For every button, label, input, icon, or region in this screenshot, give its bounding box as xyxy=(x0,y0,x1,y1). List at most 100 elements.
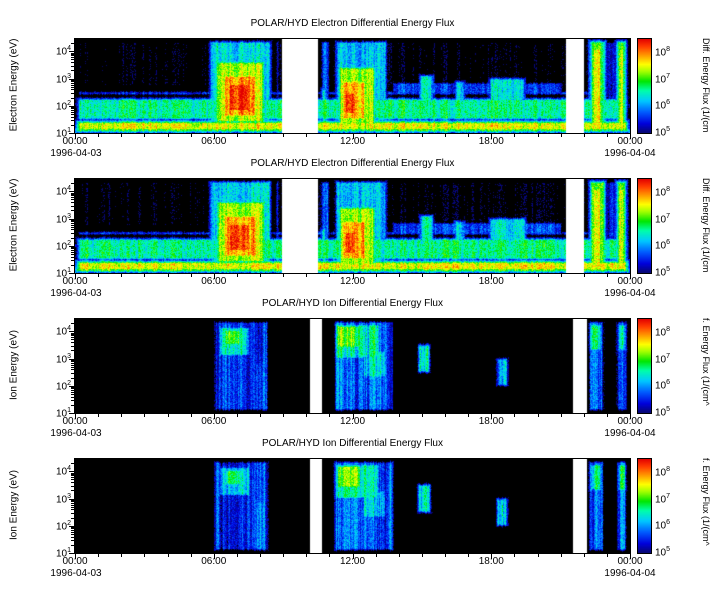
colorbar-tick-label: 108 xyxy=(655,326,671,339)
x-tick-mark xyxy=(422,134,423,137)
y-axis-label: Electron Energy (eV) xyxy=(8,38,20,132)
x-tick-mark xyxy=(399,274,400,277)
colorbar-tick-label: 106 xyxy=(655,519,671,532)
y-tick-label: 101 xyxy=(55,127,71,140)
x-tick-mark xyxy=(75,414,76,419)
x-tick-label: 12:00 xyxy=(339,556,366,567)
x-tick-mark xyxy=(376,274,377,277)
x-tick-mark xyxy=(98,134,99,137)
x-tick-mark xyxy=(144,414,145,417)
x-tick-mark xyxy=(491,134,492,139)
x-tick-mark xyxy=(329,554,330,557)
x-tick-mark xyxy=(260,414,261,417)
x-tick-mark xyxy=(144,134,145,137)
x-tick-mark xyxy=(445,554,446,557)
date-left-label: 1996-04-03 xyxy=(50,288,102,299)
x-tick-mark xyxy=(168,274,169,277)
x-tick-mark xyxy=(376,134,377,137)
plot-area xyxy=(74,458,631,554)
colorbar-tick-label: 108 xyxy=(655,466,671,479)
x-tick-mark xyxy=(514,554,515,557)
y-axis-label: Electron Energy (eV) xyxy=(8,178,20,272)
colorbar-tick-label: 105 xyxy=(655,125,671,138)
y-tick-label: 104 xyxy=(55,185,71,198)
colorbar-canvas xyxy=(638,459,651,553)
y-axis-label: Ion Energy (eV) xyxy=(8,329,20,401)
y-tick-label: 103 xyxy=(55,212,71,225)
x-tick-mark xyxy=(353,134,354,139)
panel-title: POLAR/HYD Ion Differential Energy Flux xyxy=(261,438,443,449)
x-tick-mark xyxy=(237,274,238,277)
x-tick-mark xyxy=(144,554,145,557)
date-left-label: 1996-04-03 xyxy=(50,148,102,159)
plot-area xyxy=(74,178,631,274)
colorbar-tick-label: 107 xyxy=(655,212,671,226)
plot-area xyxy=(74,38,631,134)
x-tick-mark xyxy=(168,414,169,417)
colorbar xyxy=(637,458,652,554)
y-tick-label: 103 xyxy=(55,352,71,365)
x-tick-mark xyxy=(399,554,400,557)
x-tick-mark xyxy=(538,414,539,417)
x-tick-label: 00:00 xyxy=(62,136,88,147)
x-tick-mark xyxy=(514,274,515,277)
x-tick-mark xyxy=(329,134,330,137)
panel-title: POLAR/HYD Ion Differential Energy Flux xyxy=(261,298,443,309)
x-tick-label: 06:00 xyxy=(201,416,227,427)
x-tick-mark xyxy=(214,274,215,279)
x-tick-mark xyxy=(283,414,284,417)
x-tick-mark xyxy=(121,414,122,417)
x-tick-mark xyxy=(584,274,585,277)
y-tick-label: 102 xyxy=(55,519,71,533)
y-tick-label: 101 xyxy=(55,407,71,420)
y-tick-label: 104 xyxy=(55,465,71,478)
x-tick-mark xyxy=(237,554,238,557)
x-tick-mark xyxy=(214,554,215,559)
x-tick-mark xyxy=(306,274,307,277)
x-tick-label: 18:00 xyxy=(478,416,504,427)
x-tick-label: 06:00 xyxy=(201,136,227,147)
x-tick-mark xyxy=(607,554,608,557)
x-tick-mark xyxy=(584,554,585,557)
x-tick-mark xyxy=(98,414,99,417)
colorbar-tick-label: 108 xyxy=(655,186,671,199)
x-tick-label: 00:00 xyxy=(617,556,643,567)
x-tick-mark xyxy=(445,274,446,277)
x-tick-mark xyxy=(306,134,307,137)
panel-electron-flux-2: POLAR/HYD Electron Differential Energy F… xyxy=(0,156,722,299)
x-tick-mark xyxy=(329,274,330,277)
x-tick-mark xyxy=(191,414,192,417)
panel-ion-flux-1: POLAR/HYD Ion Differential Energy Flux I… xyxy=(0,296,722,439)
colorbar-title: Diff. Energy Flux (1/(cm xyxy=(701,38,711,133)
x-tick-mark xyxy=(491,274,492,279)
colorbar-title: f. Energy Flux (1/(cm^ xyxy=(701,318,711,406)
x-tick-mark xyxy=(353,274,354,279)
plot-area xyxy=(74,318,631,414)
y-tick-label: 103 xyxy=(55,72,71,85)
x-tick-label: 12:00 xyxy=(339,136,366,147)
y-tick-label: 102 xyxy=(55,379,71,393)
x-tick-mark xyxy=(399,414,400,417)
y-axis-label: Ion Energy (eV) xyxy=(8,469,20,541)
colorbar-tick-label: 105 xyxy=(655,265,671,278)
x-tick-mark xyxy=(422,414,423,417)
date-left-label: 1996-04-03 xyxy=(50,568,102,579)
y-tick-label: 103 xyxy=(55,492,71,505)
x-tick-mark xyxy=(468,554,469,557)
x-tick-mark xyxy=(561,554,562,557)
x-tick-mark xyxy=(607,274,608,277)
spectrogram-canvas xyxy=(75,179,630,273)
x-tick-mark xyxy=(329,414,330,417)
x-tick-mark xyxy=(538,134,539,137)
x-tick-mark xyxy=(144,274,145,277)
date-right-label: 1996-04-04 xyxy=(604,148,656,159)
x-tick-mark xyxy=(399,134,400,137)
x-tick-label: 00:00 xyxy=(617,136,643,147)
x-tick-mark xyxy=(353,554,354,559)
y-tick-label: 102 xyxy=(55,239,71,253)
x-tick-mark xyxy=(468,414,469,417)
x-tick-label: 00:00 xyxy=(617,416,643,427)
date-right-label: 1996-04-04 xyxy=(604,568,656,579)
colorbar-tick-label: 105 xyxy=(655,545,671,558)
y-tick-label: 104 xyxy=(55,325,71,338)
